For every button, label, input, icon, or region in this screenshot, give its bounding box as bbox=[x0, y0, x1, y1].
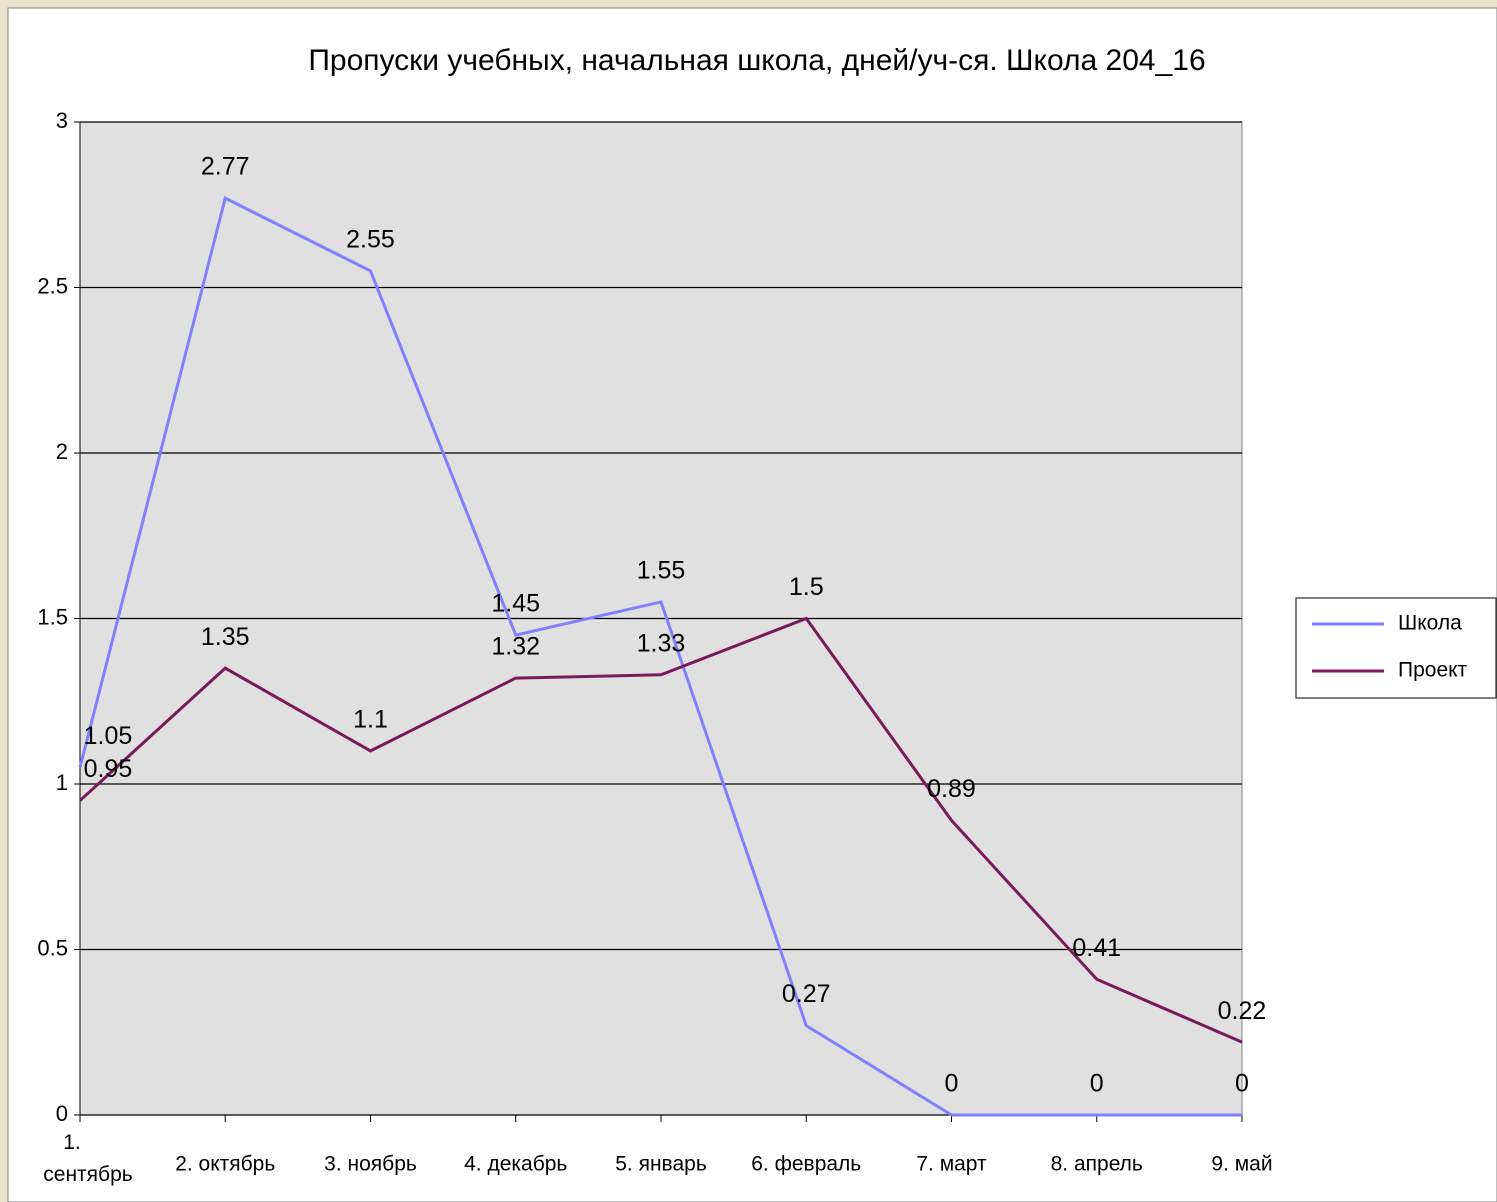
data-label: 2.77 bbox=[201, 153, 250, 181]
y-tick-label: 2.5 bbox=[37, 273, 68, 298]
data-label: 0.27 bbox=[782, 980, 831, 1008]
data-label: 0.41 bbox=[1072, 934, 1121, 962]
data-label: 1.32 bbox=[491, 633, 540, 661]
y-tick-label: 0.5 bbox=[37, 935, 68, 960]
x-tick-label: 4. декабрь bbox=[464, 1153, 567, 1176]
data-label: 1.1 bbox=[353, 706, 388, 734]
data-label: 0 bbox=[1090, 1070, 1104, 1098]
x-tick-label: 9. май bbox=[1211, 1153, 1272, 1176]
series-line bbox=[78, 616, 1243, 1044]
x-tick-label-line: 1. bbox=[63, 1131, 81, 1154]
data-label: 0.95 bbox=[84, 755, 133, 783]
data-label: 0 bbox=[1235, 1070, 1249, 1098]
y-tick-label: 3 bbox=[56, 108, 68, 133]
y-tick-label: 2 bbox=[56, 439, 68, 464]
data-label: 1.35 bbox=[201, 623, 250, 651]
data-label: 0.89 bbox=[927, 775, 976, 803]
x-tick-label: 6. февраль bbox=[751, 1153, 861, 1176]
x-tick-label: 2. октябрь bbox=[175, 1153, 275, 1176]
data-label: 1.33 bbox=[637, 629, 686, 657]
x-tick-label: 1. сентябрь bbox=[43, 1131, 132, 1186]
data-label: 2.55 bbox=[346, 226, 395, 254]
series-line bbox=[78, 195, 1242, 1117]
y-tick-label: 0 bbox=[56, 1101, 68, 1126]
data-label: 0.22 bbox=[1218, 997, 1267, 1025]
data-label: 1.05 bbox=[84, 722, 133, 750]
data-label: 1.55 bbox=[637, 557, 686, 585]
x-tick-label-line: сентябрь bbox=[43, 1163, 132, 1186]
legend-label: Проект bbox=[1398, 659, 1468, 682]
x-tick-label: 5. январь bbox=[615, 1153, 707, 1176]
data-label: 0 bbox=[945, 1070, 959, 1098]
data-label: 1.5 bbox=[789, 573, 824, 601]
x-tick-label: 3. ноябрь bbox=[324, 1153, 417, 1176]
x-tick-label: 7. март bbox=[916, 1153, 987, 1176]
y-tick-label: 1.5 bbox=[37, 604, 68, 629]
data-label: 1.45 bbox=[491, 590, 540, 618]
y-tick-label: 1 bbox=[56, 770, 68, 795]
legend bbox=[1295, 597, 1497, 699]
chart-title: Пропуски учебных, начальная школа, дней/… bbox=[308, 44, 1205, 77]
legend-label: Школа bbox=[1398, 612, 1462, 635]
x-tick-label: 8. апрель bbox=[1051, 1153, 1143, 1176]
